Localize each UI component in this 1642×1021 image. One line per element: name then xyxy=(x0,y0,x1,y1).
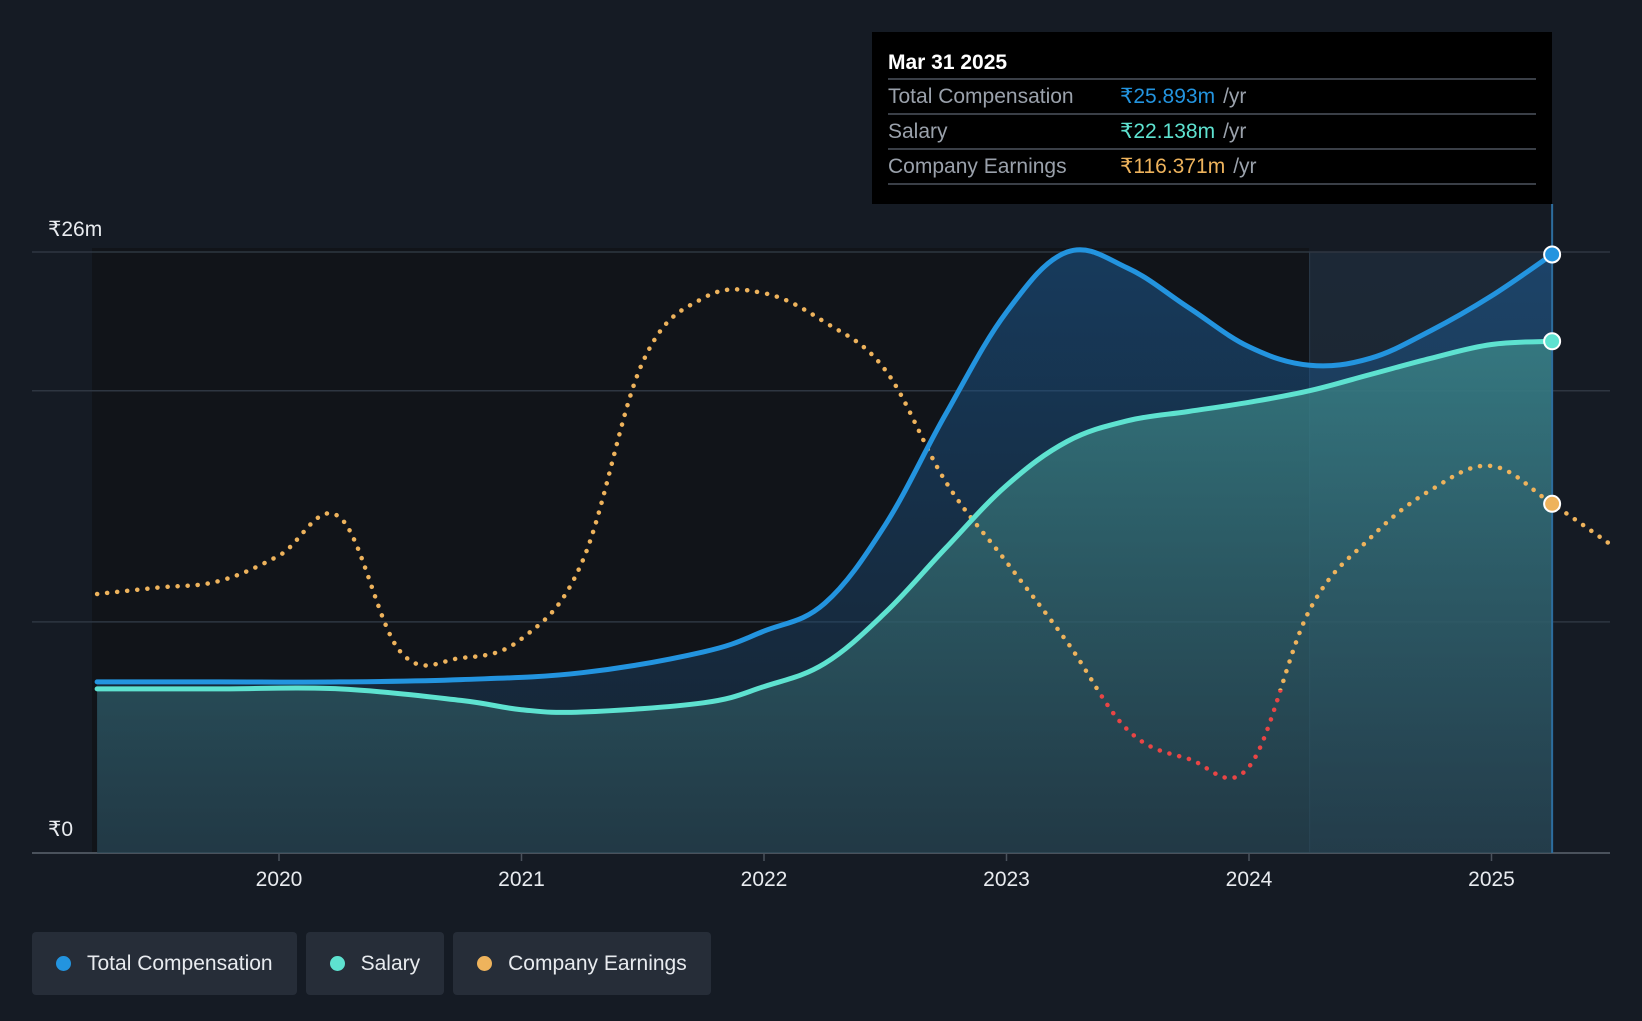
legend-item-company-earnings[interactable]: Company Earnings xyxy=(453,932,711,995)
tooltip-value: ₹22.138m xyxy=(1120,120,1216,143)
tooltip-value: ₹116.371m xyxy=(1120,155,1226,178)
legend-item-total-compensation[interactable]: Total Compensation xyxy=(32,932,297,995)
tooltip-row-total: Total Compensation ₹25.893m /yr xyxy=(888,80,1536,115)
dot-icon xyxy=(56,956,71,971)
x-tick-label: 2022 xyxy=(741,868,788,891)
salary-line xyxy=(94,338,1555,715)
total-compensation-marker xyxy=(1543,245,1562,264)
tooltip-label: Salary xyxy=(888,119,948,143)
tooltip-date: Mar 31 2025 xyxy=(888,48,1536,80)
tooltip-row-salary: Salary ₹22.138m /yr xyxy=(888,115,1536,150)
legend-label: Total Compensation xyxy=(87,951,273,975)
tooltip-label: Total Compensation xyxy=(888,84,1074,108)
x-tick-label: 2024 xyxy=(1226,868,1273,891)
y-axis-label-top: ₹26m xyxy=(48,218,102,241)
salary-marker xyxy=(1543,332,1562,351)
tooltip-unit: /yr xyxy=(1223,84,1247,108)
x-tick-label: 2023 xyxy=(983,868,1030,891)
tooltip: Mar 31 2025 Total Compensation ₹25.893m … xyxy=(872,32,1552,204)
tooltip-value: ₹25.893m xyxy=(1120,85,1216,108)
tooltip-unit: /yr xyxy=(1223,119,1247,143)
dot-icon xyxy=(477,956,493,971)
legend: Total Compensation Salary Company Earnin… xyxy=(32,932,711,995)
x-tick-label: 2025 xyxy=(1468,868,1515,891)
x-tick-label: 2020 xyxy=(256,868,303,891)
x-tick-label: 2021 xyxy=(498,868,545,891)
tooltip-row-earnings: Company Earnings ₹116.371m /yr xyxy=(888,150,1536,185)
tooltip-unit: /yr xyxy=(1233,154,1257,178)
y-axis-label-bottom: ₹0 xyxy=(48,818,73,841)
legend-item-salary[interactable]: Salary xyxy=(305,932,445,995)
dot-icon xyxy=(329,956,345,971)
legend-label: Salary xyxy=(360,951,421,975)
company-earnings-marker xyxy=(1543,494,1562,513)
salary-area xyxy=(97,341,1553,853)
legend-label: Company Earnings xyxy=(508,951,687,975)
total-compensation-line xyxy=(94,247,1555,685)
tooltip-label: Company Earnings xyxy=(888,154,1067,178)
